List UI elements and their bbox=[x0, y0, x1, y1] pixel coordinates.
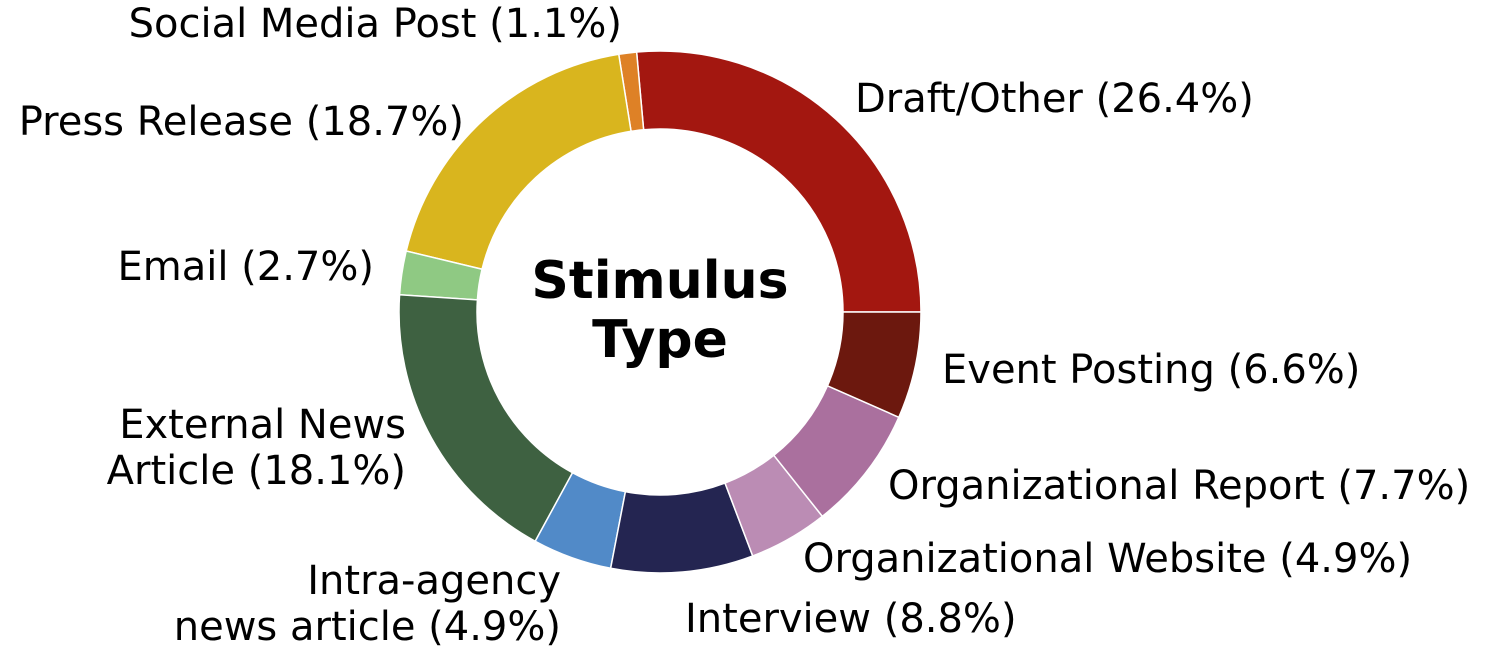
label-interview: Interview (8.8%) bbox=[685, 596, 1017, 642]
label-organizational-report: Organizational Report (7.7%) bbox=[888, 463, 1470, 509]
label-email: Email (2.7%) bbox=[117, 244, 374, 290]
slice-labels: Draft/Other (26.4%) Social Media Post (1.… bbox=[19, 1, 1471, 650]
label-social-media-post: Social Media Post (1.1%) bbox=[129, 1, 622, 47]
donut-slices bbox=[398, 50, 922, 574]
slice-press-release bbox=[405, 53, 632, 271]
slice-draft-other bbox=[635, 50, 922, 313]
label-press-release: Press Release (18.7%) bbox=[19, 99, 464, 145]
label-event-posting: Event Posting (6.6%) bbox=[942, 347, 1360, 393]
center-title-line-2: Type bbox=[592, 310, 728, 370]
label-organizational-website: Organizational Website (4.9%) bbox=[803, 536, 1412, 582]
label-intra-agency-news-article: Intra-agency news article (4.9%) bbox=[174, 558, 561, 650]
label-external-news-article: External News Article (18.1%) bbox=[107, 402, 406, 494]
label-draft-other: Draft/Other (26.4%) bbox=[855, 76, 1254, 122]
center-title-line-1: Stimulus bbox=[531, 251, 788, 311]
slice-event-posting bbox=[826, 311, 922, 419]
slice-external-news-article bbox=[398, 293, 574, 543]
